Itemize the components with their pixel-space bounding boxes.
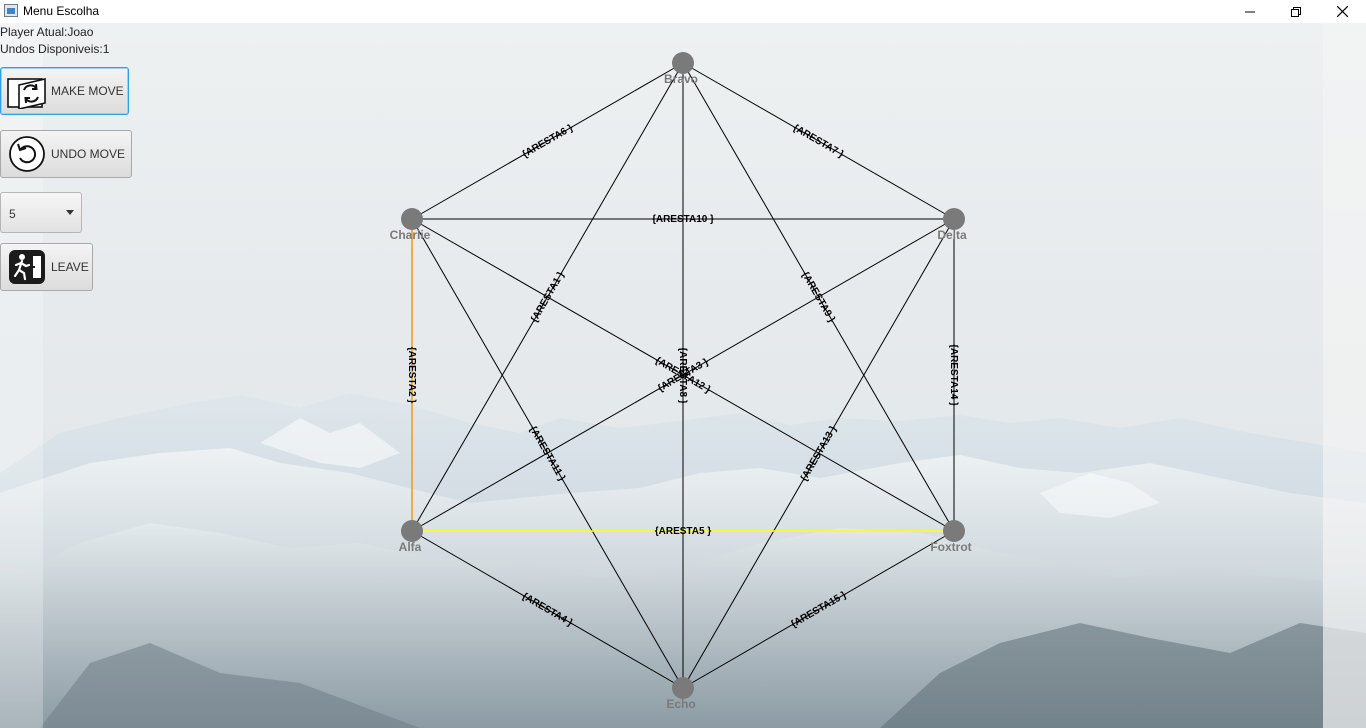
leave-button[interactable]: LEAVE — [0, 243, 93, 291]
edge-line[interactable] — [411, 218, 955, 532]
app-icon — [4, 4, 18, 17]
close-icon — [1336, 6, 1348, 17]
node-label: Foxtrot — [930, 540, 971, 554]
edge-label: {ARESTA4 } — [520, 591, 574, 629]
window-title: Menu Escolha — [23, 4, 100, 18]
move-count-value: 5 — [9, 207, 16, 221]
edge-line[interactable] — [411, 218, 684, 689]
node-label: Echo — [666, 697, 695, 711]
minimize-icon — [1245, 11, 1255, 12]
refresh-icon — [7, 73, 47, 109]
edge-line[interactable] — [682, 530, 955, 689]
undo-move-button[interactable]: UNDO MOVE — [0, 130, 132, 178]
restore-icon — [1291, 6, 1301, 17]
node-label: Bravo — [664, 72, 698, 86]
minimize-button[interactable] — [1227, 0, 1273, 23]
leave-label: LEAVE — [51, 260, 89, 274]
current-player-label: Player Atual:Joao — [0, 25, 94, 39]
graph-node-charlie[interactable] — [401, 208, 423, 230]
restore-button[interactable] — [1273, 0, 1319, 23]
graph-node-foxtrot[interactable] — [943, 520, 965, 542]
undo-icon — [7, 135, 47, 173]
chevron-down-icon — [66, 210, 74, 215]
graph-node-echo[interactable] — [672, 677, 694, 699]
edge-label: {ARESTA9 } — [799, 270, 837, 324]
edge-label: {ARESTA1 } — [529, 270, 567, 324]
edge-label: {ARESTA13 } — [799, 424, 840, 483]
exit-icon — [7, 248, 47, 286]
edge-label: {ARESTA5 } — [655, 526, 712, 537]
edge-label: {ARESTA11 } — [527, 424, 567, 483]
graph-node-bravo[interactable] — [672, 52, 694, 74]
edge-label: {ARESTA10 } — [652, 214, 714, 225]
node-label: Charlie — [390, 228, 431, 242]
edge-line[interactable] — [682, 62, 955, 220]
move-count-select[interactable]: 5 — [0, 192, 82, 233]
make-move-label: MAKE MOVE — [51, 84, 124, 98]
edge-line[interactable] — [411, 62, 684, 220]
close-button[interactable] — [1319, 0, 1365, 23]
undos-available-label: Undos Disponiveis:1 — [0, 42, 110, 56]
edge-label: {ARESTA6 } — [521, 123, 576, 161]
node-label: Delta — [937, 228, 967, 242]
edge-line[interactable] — [411, 530, 684, 689]
edge-label: {ARESTA15 } — [789, 590, 848, 631]
node-label: Alfa — [399, 540, 422, 554]
edge-label: {ARESTA7 } — [791, 123, 846, 161]
edge-label: {ARESTA2 } — [406, 347, 417, 404]
make-move-button[interactable]: MAKE MOVE — [0, 67, 129, 115]
edge-line[interactable] — [682, 218, 955, 689]
edge-label: {ARESTA14 } — [948, 344, 959, 406]
edge-label: {ARESTA8 } — [677, 347, 688, 404]
title-bar: Menu Escolha — [0, 0, 1366, 23]
right-margin — [1323, 23, 1366, 728]
undo-move-label: UNDO MOVE — [51, 147, 126, 161]
graph-node-alfa[interactable] — [401, 520, 423, 542]
graph-node-delta[interactable] — [943, 208, 965, 230]
